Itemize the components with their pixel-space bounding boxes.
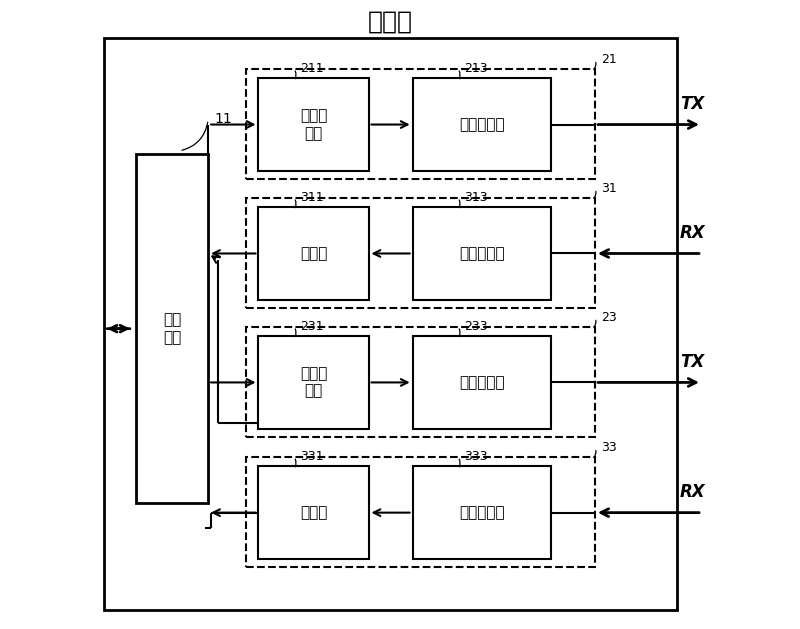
Text: 光模块: 光模块 (368, 10, 413, 34)
Text: 21: 21 (602, 53, 617, 66)
Bar (413, 336, 551, 429)
Text: 213: 213 (464, 62, 488, 75)
Text: 333: 333 (464, 450, 488, 463)
Bar (246, 69, 595, 179)
Text: 231: 231 (300, 320, 324, 333)
Text: 控制
单元: 控制 单元 (163, 313, 181, 345)
Text: RX: RX (680, 224, 706, 242)
Text: 放大器: 放大器 (300, 246, 327, 261)
Text: 31: 31 (602, 182, 617, 195)
Text: 放大器: 放大器 (300, 505, 327, 520)
Bar (258, 336, 369, 429)
Bar (246, 457, 595, 567)
Text: 光接收组件: 光接收组件 (459, 246, 505, 261)
Text: 激光驱
动器: 激光驱 动器 (300, 366, 327, 399)
Text: 光发射组件: 光发射组件 (459, 375, 505, 390)
Bar (413, 466, 551, 559)
Bar (413, 78, 551, 171)
Bar (136, 154, 208, 503)
Text: TX: TX (680, 95, 704, 113)
Text: 11: 11 (214, 112, 232, 126)
Bar (258, 207, 369, 300)
Bar (258, 78, 369, 171)
Text: 311: 311 (300, 191, 324, 204)
Text: 233: 233 (464, 320, 488, 333)
Bar (246, 327, 595, 437)
Text: 光发射组件: 光发射组件 (459, 117, 505, 132)
Text: TX: TX (680, 353, 704, 371)
Text: 331: 331 (300, 450, 324, 463)
Text: 光接收组件: 光接收组件 (459, 505, 505, 520)
Bar (413, 207, 551, 300)
Text: 313: 313 (464, 191, 488, 204)
Text: 211: 211 (300, 62, 324, 75)
Text: RX: RX (680, 483, 706, 501)
Text: 激光驱
动器: 激光驱 动器 (300, 108, 327, 141)
Text: 33: 33 (602, 441, 617, 454)
Bar (258, 466, 369, 559)
Bar (246, 198, 595, 308)
Text: 23: 23 (602, 311, 617, 324)
